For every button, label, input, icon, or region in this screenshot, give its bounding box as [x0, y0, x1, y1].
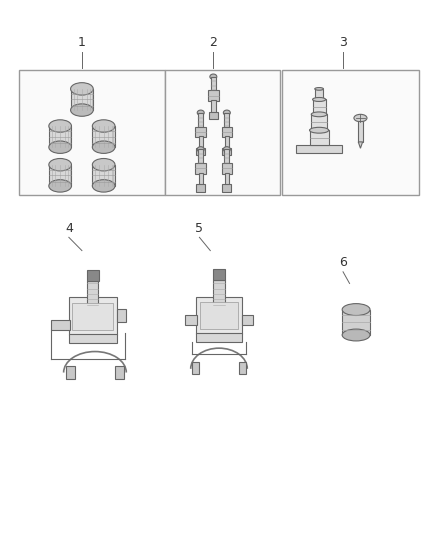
- Bar: [191, 362, 199, 374]
- Text: 4: 4: [65, 222, 73, 235]
- Ellipse shape: [49, 120, 71, 132]
- Bar: [87, 270, 99, 281]
- Ellipse shape: [354, 114, 367, 122]
- Bar: [195, 126, 206, 137]
- Ellipse shape: [197, 110, 204, 115]
- Bar: [196, 297, 242, 334]
- Bar: [185, 316, 197, 325]
- Bar: [69, 297, 117, 335]
- Bar: [69, 334, 117, 343]
- Ellipse shape: [71, 83, 93, 95]
- Ellipse shape: [49, 158, 71, 171]
- Bar: [223, 148, 231, 155]
- Ellipse shape: [49, 180, 71, 192]
- Bar: [211, 77, 216, 92]
- Bar: [211, 100, 215, 113]
- Bar: [225, 136, 229, 149]
- Bar: [222, 126, 232, 137]
- Text: 3: 3: [339, 36, 347, 49]
- Ellipse shape: [92, 180, 115, 192]
- Bar: [116, 366, 124, 379]
- Bar: [19, 70, 165, 195]
- Polygon shape: [358, 142, 363, 148]
- Bar: [196, 184, 205, 192]
- Bar: [209, 112, 218, 119]
- Ellipse shape: [313, 98, 325, 101]
- Ellipse shape: [92, 158, 115, 171]
- Ellipse shape: [197, 147, 204, 152]
- Bar: [198, 113, 203, 127]
- Text: 5: 5: [195, 222, 203, 235]
- Ellipse shape: [315, 87, 323, 90]
- Ellipse shape: [311, 112, 327, 117]
- Bar: [49, 165, 71, 186]
- Bar: [51, 319, 70, 330]
- Bar: [66, 366, 74, 379]
- Bar: [72, 303, 113, 330]
- Ellipse shape: [210, 74, 217, 79]
- Bar: [224, 113, 230, 127]
- Bar: [225, 173, 229, 185]
- Bar: [117, 309, 126, 322]
- Bar: [92, 165, 115, 186]
- Ellipse shape: [342, 329, 370, 341]
- Ellipse shape: [310, 127, 328, 133]
- Bar: [311, 114, 327, 130]
- Bar: [195, 163, 206, 174]
- Ellipse shape: [223, 147, 230, 152]
- Bar: [222, 163, 232, 174]
- Ellipse shape: [342, 304, 370, 316]
- Bar: [297, 145, 342, 152]
- Bar: [315, 89, 323, 100]
- Text: 2: 2: [209, 36, 217, 49]
- Bar: [223, 184, 231, 192]
- Ellipse shape: [71, 104, 93, 116]
- Bar: [213, 269, 225, 280]
- Bar: [342, 310, 370, 335]
- Bar: [310, 130, 328, 145]
- Bar: [198, 149, 203, 164]
- Ellipse shape: [92, 120, 115, 132]
- Bar: [213, 280, 225, 308]
- Bar: [224, 149, 230, 164]
- Bar: [208, 91, 219, 101]
- Ellipse shape: [92, 141, 115, 154]
- Bar: [87, 281, 99, 308]
- Bar: [198, 173, 203, 185]
- Bar: [196, 333, 242, 342]
- Bar: [49, 126, 71, 147]
- Bar: [239, 362, 247, 374]
- Ellipse shape: [49, 141, 71, 154]
- Bar: [92, 126, 115, 147]
- Bar: [282, 70, 419, 195]
- Bar: [165, 70, 280, 195]
- Bar: [242, 316, 253, 325]
- Bar: [196, 148, 205, 155]
- Bar: [198, 136, 203, 149]
- Ellipse shape: [223, 110, 230, 115]
- Bar: [313, 100, 325, 114]
- Text: 1: 1: [78, 36, 86, 49]
- Text: 6: 6: [339, 256, 347, 269]
- Bar: [71, 89, 93, 110]
- Bar: [358, 120, 363, 142]
- Bar: [200, 302, 238, 328]
